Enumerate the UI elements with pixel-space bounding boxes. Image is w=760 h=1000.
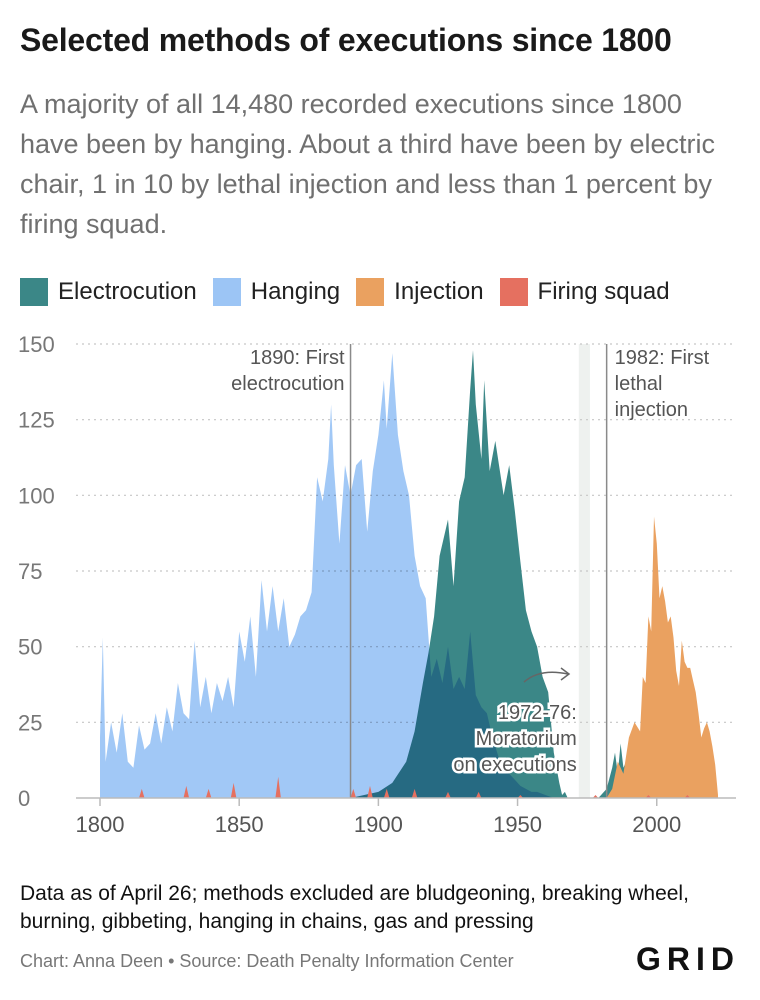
legend-swatch-injection bbox=[356, 278, 385, 306]
x-tick-label: 1950 bbox=[493, 812, 542, 837]
annotation-1982-text: lethal bbox=[615, 373, 663, 395]
legend-label-injection: Injection bbox=[394, 278, 484, 305]
annotation-1982-text: 1982: First bbox=[615, 347, 710, 369]
x-tick-label: 1900 bbox=[354, 812, 403, 837]
chart-title: Selected methods of executions since 180… bbox=[20, 22, 672, 58]
annotation-1982-text: injection bbox=[615, 399, 688, 421]
chart-legend: Electrocution Hanging Injection Firing s… bbox=[20, 274, 686, 310]
area-firing-squad bbox=[139, 776, 691, 798]
y-tick-label: 125 bbox=[18, 408, 55, 433]
x-tick-label: 2000 bbox=[632, 812, 681, 837]
moratorium-band bbox=[578, 344, 590, 798]
legend-item-electrocution: Electrocution bbox=[20, 278, 197, 306]
y-tick-label: 100 bbox=[18, 483, 55, 508]
y-tick-label: 50 bbox=[18, 635, 42, 660]
annotation-moratorium-text: 1972-76: bbox=[498, 702, 577, 724]
annotation-1890-text: 1890: First bbox=[250, 347, 345, 369]
x-tick-label: 1800 bbox=[76, 812, 125, 837]
legend-swatch-firing-squad bbox=[499, 278, 528, 306]
legend-label-electrocution: Electrocution bbox=[58, 278, 197, 305]
chart-subtitle: A majority of all 14,480 recorded execut… bbox=[20, 89, 715, 239]
footnote: Data as of April 26; methods excluded ar… bbox=[20, 882, 689, 933]
x-tick-label: 1850 bbox=[215, 812, 264, 837]
area-chart: 0 25 50 75 100 125 150 1890: First electrocution… bbox=[18, 332, 736, 837]
y-tick-label: 25 bbox=[18, 710, 42, 735]
annotation-1890-text: electrocution bbox=[231, 373, 344, 395]
legend-label-hanging: Hanging bbox=[250, 278, 341, 305]
legend-item-firing-squad: Firing squad bbox=[499, 278, 670, 306]
grid-logo: GRID bbox=[636, 941, 740, 977]
legend-item-hanging: Hanging bbox=[212, 278, 341, 306]
annotation-moratorium-text: on executions bbox=[453, 754, 576, 776]
moratorium-arrow bbox=[523, 671, 569, 683]
area-hanging bbox=[100, 353, 560, 798]
source-credit: Chart: Anna Deen • Source: Death Penalty… bbox=[20, 951, 514, 971]
area-injection bbox=[606, 516, 718, 798]
moratorium-arrowhead bbox=[560, 667, 571, 681]
legend-swatch-hanging bbox=[212, 278, 241, 306]
y-tick-label: 0 bbox=[18, 786, 30, 811]
legend-swatch-electrocution bbox=[20, 278, 48, 306]
legend-item-injection: Injection bbox=[356, 278, 484, 306]
annotation-moratorium-text: Moratorium bbox=[476, 728, 577, 750]
legend-label-firing-squad: Firing squad bbox=[537, 278, 670, 305]
y-tick-label: 150 bbox=[18, 332, 55, 357]
y-tick-label: 75 bbox=[18, 559, 42, 584]
